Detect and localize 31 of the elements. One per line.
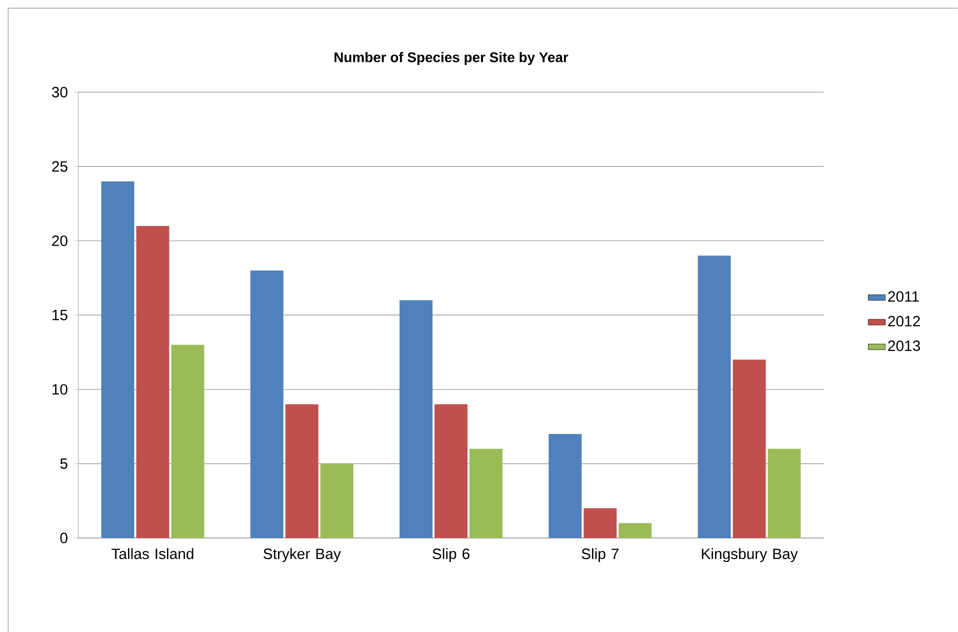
y-tick-label: 0 <box>60 532 68 544</box>
bar <box>400 300 433 538</box>
bar <box>548 434 582 538</box>
x-tick-label: Slip 7 <box>582 548 618 562</box>
y-tick-label: 5 <box>60 458 68 469</box>
bar <box>584 508 617 538</box>
y-tick-label: 25 <box>52 161 68 172</box>
bar <box>136 226 170 538</box>
bar <box>732 360 766 538</box>
bar <box>768 448 801 538</box>
bar <box>470 448 502 538</box>
legend-label: 2011 <box>888 291 919 302</box>
chart-title: Number of Species per Site by Year <box>334 52 568 65</box>
x-tick-label: Kingsbury Bay <box>702 548 798 562</box>
bar <box>285 404 318 538</box>
legend-label: 2012 <box>888 316 920 326</box>
bar <box>101 181 134 538</box>
bar <box>250 270 284 538</box>
legend-label: 2013 <box>888 340 920 352</box>
y-tick-label: 10 <box>52 384 68 395</box>
y-tick-label: 20 <box>52 235 68 246</box>
x-tick-label: Slip 6 <box>432 548 470 562</box>
bar <box>618 523 652 538</box>
bar <box>698 256 731 538</box>
bar <box>434 404 468 538</box>
x-tick-label: Stryker Bay <box>264 548 341 562</box>
bar <box>320 464 354 538</box>
bar <box>171 344 204 538</box>
x-tick-label: Tallas Island <box>112 548 194 560</box>
y-tick-label: 30 <box>52 86 68 98</box>
y-tick-label: 15 <box>52 310 68 320</box>
